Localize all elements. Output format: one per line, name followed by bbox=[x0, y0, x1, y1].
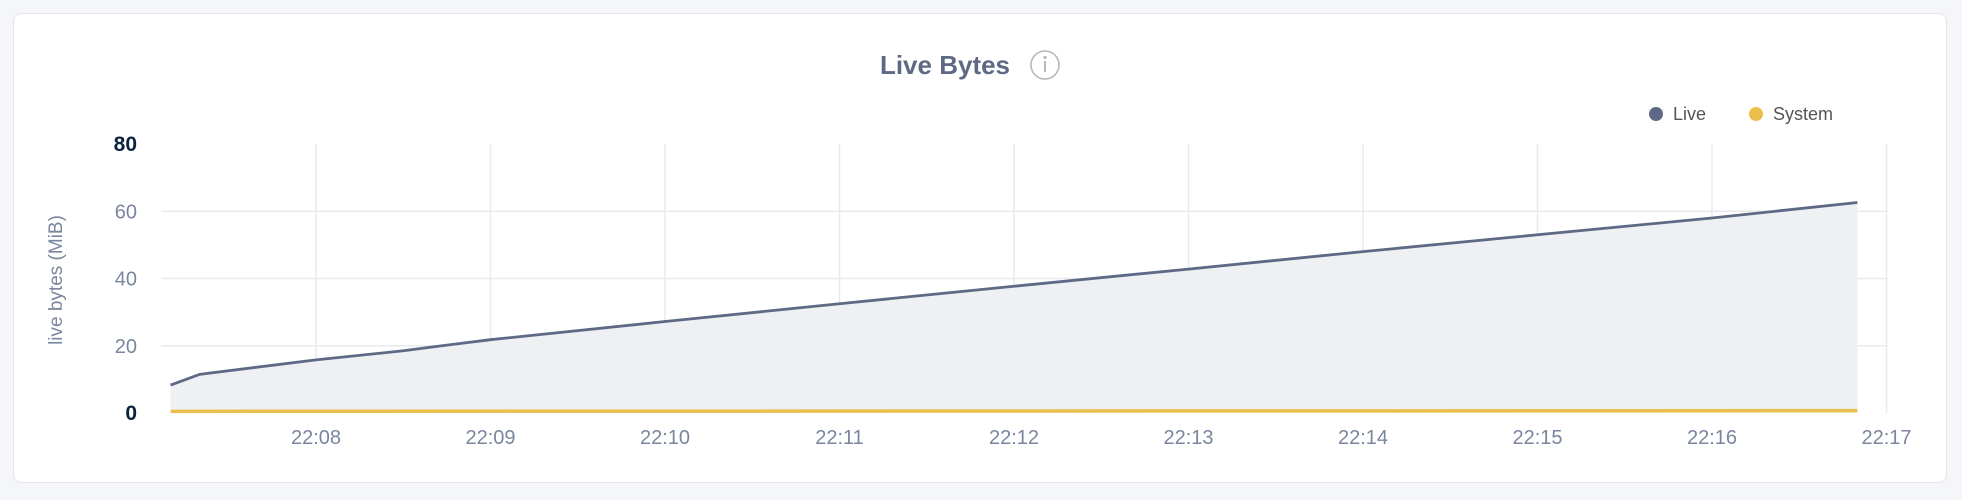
legend-item-live[interactable]: Live bbox=[1649, 104, 1706, 124]
y-tick-label: 20 bbox=[115, 336, 137, 358]
x-tick-label: 22:10 bbox=[640, 427, 690, 449]
x-tick-label: 22:15 bbox=[1512, 427, 1562, 449]
legend-swatch bbox=[1749, 107, 1763, 121]
series-layer bbox=[170, 201, 1858, 414]
x-tick-label: 22:14 bbox=[1338, 427, 1388, 449]
x-tick-label: 22:11 bbox=[815, 427, 864, 449]
legend-label: System bbox=[1773, 104, 1833, 124]
x-tick-label: 22:16 bbox=[1687, 427, 1737, 449]
y-tick-label: 60 bbox=[115, 201, 137, 223]
y-axis-label: live bytes (MiB) bbox=[46, 215, 67, 345]
legend-swatch bbox=[1649, 107, 1663, 121]
line-live bbox=[170, 201, 1858, 387]
y-tick-label: 80 bbox=[114, 133, 137, 156]
x-axis: 22:08 22:09 22:10 22:11 22:12 22:13 22:14 22:15… bbox=[291, 427, 1912, 449]
legend-item-system[interactable]: System bbox=[1749, 104, 1833, 124]
chart-title: Live Bytes bbox=[880, 50, 1010, 80]
area-live bbox=[170, 202, 1858, 413]
y-tick-label: 40 bbox=[115, 269, 137, 291]
y-tick-label: 0 bbox=[125, 402, 137, 425]
x-tick-label: 22:17 bbox=[1861, 427, 1911, 449]
x-tick-label: 22:09 bbox=[465, 427, 515, 449]
y-axis: 0 20 40 60 80 bbox=[114, 133, 137, 425]
x-tick-label: 22:13 bbox=[1163, 427, 1213, 449]
info-icon[interactable] bbox=[1030, 50, 1060, 80]
line-system bbox=[170, 408, 1858, 414]
x-tick-label: 22:08 bbox=[291, 427, 341, 449]
legend: Live System bbox=[1649, 104, 1833, 124]
legend-label: Live bbox=[1673, 104, 1706, 124]
x-tick-label: 22:12 bbox=[989, 427, 1039, 449]
